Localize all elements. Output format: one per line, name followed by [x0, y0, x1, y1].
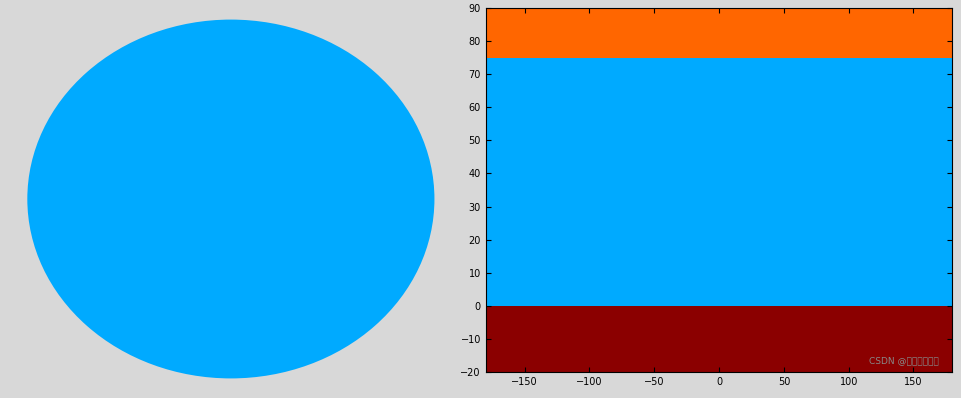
Text: CSDN @我是水怪的哥: CSDN @我是水怪的哥: [868, 356, 937, 365]
Bar: [485, 8, 951, 58]
Bar: [485, 306, 951, 372]
Circle shape: [27, 20, 434, 378]
